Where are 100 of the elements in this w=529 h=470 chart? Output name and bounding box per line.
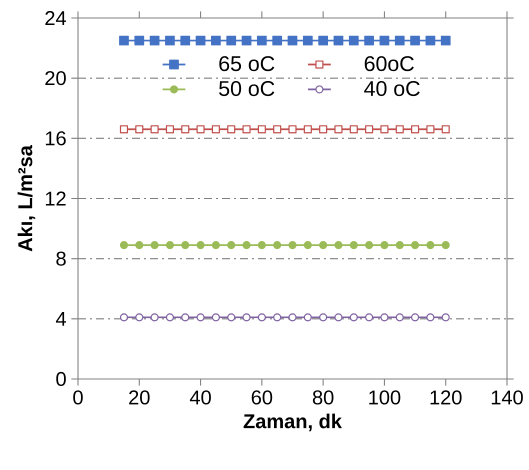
point bbox=[426, 125, 434, 134]
point bbox=[196, 125, 205, 134]
y-tick-label: 8 bbox=[56, 252, 66, 266]
point bbox=[242, 313, 251, 322]
point bbox=[212, 125, 220, 134]
point bbox=[302, 36, 313, 46]
point bbox=[426, 36, 436, 46]
y-tick-label: 20 bbox=[45, 71, 66, 86]
point bbox=[442, 125, 450, 134]
point bbox=[288, 36, 298, 46]
point bbox=[135, 125, 144, 134]
point bbox=[212, 313, 220, 322]
x-axis-title: Zaman, dk bbox=[244, 414, 342, 432]
legend-label: 65 oC bbox=[219, 56, 274, 72]
point bbox=[135, 241, 144, 250]
point bbox=[212, 241, 220, 250]
point bbox=[364, 36, 374, 46]
y-tick-label: 0 bbox=[56, 372, 66, 386]
point bbox=[365, 313, 374, 322]
point bbox=[442, 313, 450, 322]
point bbox=[242, 241, 251, 250]
x-tick-label: 120 bbox=[430, 390, 462, 405]
point bbox=[319, 125, 328, 134]
point bbox=[380, 241, 388, 250]
point bbox=[150, 313, 159, 322]
point bbox=[150, 36, 160, 46]
point bbox=[181, 125, 190, 134]
point bbox=[166, 241, 174, 250]
point bbox=[440, 36, 451, 46]
y-tick-label: 16 bbox=[46, 131, 66, 146]
point bbox=[196, 241, 205, 250]
point bbox=[350, 313, 358, 322]
point bbox=[411, 313, 420, 322]
point bbox=[365, 125, 374, 134]
y-axis-title: Akı, L/m²sa bbox=[18, 145, 36, 252]
point bbox=[211, 36, 221, 46]
point bbox=[165, 36, 175, 46]
point bbox=[304, 125, 312, 134]
point bbox=[410, 36, 420, 46]
x-tick-label: 40 bbox=[190, 390, 211, 405]
point bbox=[196, 36, 206, 46]
point bbox=[120, 125, 128, 134]
point bbox=[334, 125, 343, 134]
point bbox=[119, 36, 129, 46]
point bbox=[442, 241, 450, 250]
point bbox=[272, 36, 282, 46]
point bbox=[304, 313, 312, 322]
point bbox=[150, 241, 159, 250]
point bbox=[426, 241, 434, 250]
point bbox=[396, 313, 404, 322]
point bbox=[181, 313, 190, 322]
point bbox=[288, 125, 297, 134]
y-tick-label: 12 bbox=[46, 192, 66, 206]
point bbox=[120, 241, 128, 250]
point bbox=[166, 125, 174, 134]
point bbox=[318, 36, 328, 46]
point bbox=[242, 36, 252, 46]
point bbox=[166, 313, 174, 322]
x-tick-label: 80 bbox=[312, 390, 334, 405]
point bbox=[319, 313, 328, 322]
point bbox=[135, 313, 144, 322]
point bbox=[273, 313, 282, 322]
x-tick-label: 20 bbox=[129, 390, 150, 405]
point bbox=[380, 36, 390, 46]
point bbox=[227, 313, 236, 322]
point bbox=[396, 125, 404, 134]
point bbox=[288, 241, 297, 250]
point bbox=[258, 241, 266, 250]
point bbox=[411, 125, 420, 134]
x-tick-label: 140 bbox=[492, 390, 523, 405]
point bbox=[380, 125, 388, 134]
point bbox=[319, 241, 328, 250]
x-tick-label: 0 bbox=[73, 390, 83, 405]
y-tick-label: 24 bbox=[45, 11, 66, 25]
y-tick-label: 4 bbox=[56, 312, 66, 326]
point bbox=[365, 241, 374, 250]
legend-label: 40 oC bbox=[364, 80, 420, 96]
point bbox=[304, 241, 312, 250]
point bbox=[396, 241, 404, 250]
point bbox=[226, 36, 236, 46]
point bbox=[334, 313, 343, 322]
x-tick-label: 60 bbox=[252, 390, 272, 405]
point bbox=[273, 241, 282, 250]
point bbox=[288, 313, 297, 322]
point bbox=[242, 125, 251, 134]
point bbox=[134, 36, 144, 46]
legend-label: 60oC bbox=[364, 56, 414, 72]
point bbox=[350, 125, 358, 134]
point bbox=[273, 125, 282, 134]
point bbox=[334, 36, 344, 46]
point bbox=[150, 125, 159, 134]
point bbox=[380, 313, 388, 322]
point bbox=[426, 313, 434, 322]
x-tick-label: 100 bbox=[369, 390, 400, 405]
point bbox=[334, 241, 343, 250]
point bbox=[394, 36, 405, 46]
point bbox=[256, 36, 267, 46]
point bbox=[258, 313, 266, 322]
point bbox=[196, 313, 205, 322]
legend-label: 50 oC bbox=[219, 80, 274, 96]
